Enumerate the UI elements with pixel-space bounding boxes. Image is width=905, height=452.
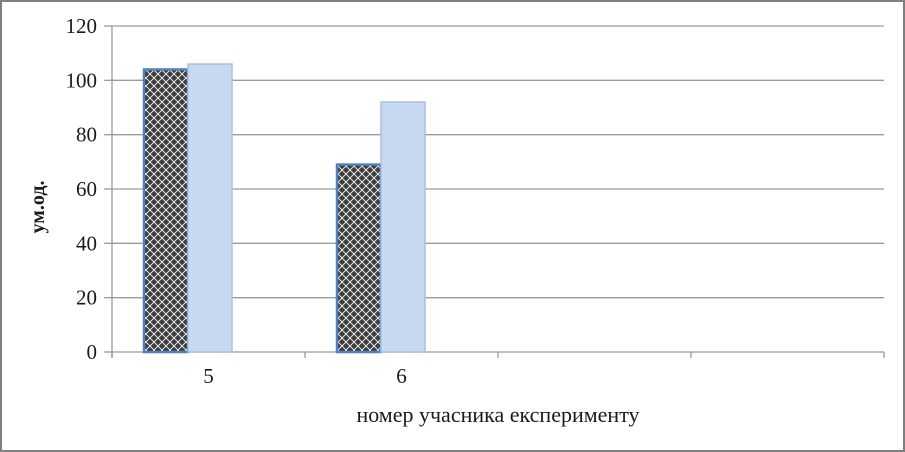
y-tick-label-120: 120 [66, 14, 98, 38]
x-category-label-6: 6 [396, 364, 407, 388]
y-tick-label-60: 60 [76, 177, 97, 201]
y-axis-title: ум.од. [27, 181, 49, 234]
y-tick-label-40: 40 [76, 231, 97, 255]
bar-diamond-pattern-bars-cat-6 [335, 163, 383, 354]
y-tick-label-100: 100 [66, 68, 98, 92]
bars [142, 63, 426, 354]
bar-diamond-pattern-bars-cat-5 [142, 68, 190, 354]
bar-solid-blue-bars-cat-6 [380, 101, 426, 353]
y-tick-label-20: 20 [76, 286, 97, 310]
y-tick-label-80: 80 [76, 123, 97, 147]
y-tick-label-0: 0 [87, 340, 98, 364]
axis-tick-labels: 0 20 40 60 80 100 120 5 6 [66, 14, 407, 388]
x-category-label-5: 5 [203, 364, 214, 388]
axes [104, 25, 885, 358]
x-axis-title: номер учасника експерименту [356, 402, 639, 427]
gridlines [112, 25, 884, 353]
bar-solid-blue-bars-cat-5 [187, 63, 233, 353]
